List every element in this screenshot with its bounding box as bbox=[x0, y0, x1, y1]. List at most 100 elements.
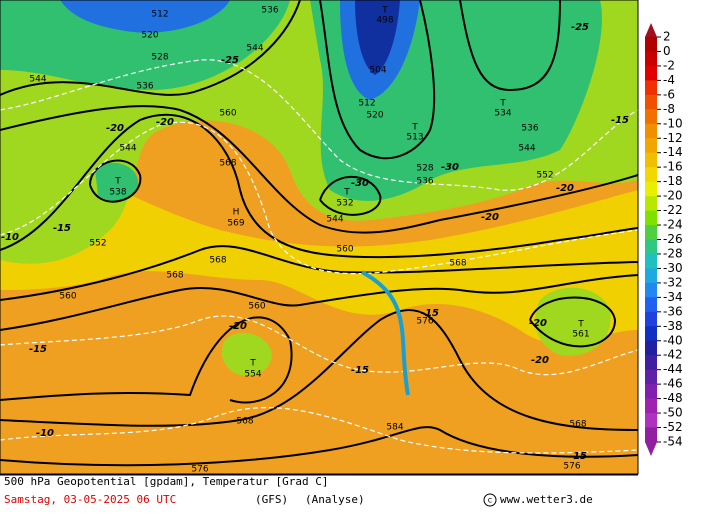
contour-label: 538 bbox=[109, 188, 126, 198]
temperature-label: -15 bbox=[29, 344, 47, 355]
field-teal bbox=[0, 0, 602, 201]
contour-label: 504 bbox=[369, 66, 386, 76]
contour-label: 544 bbox=[518, 144, 535, 154]
colorbar-segment bbox=[645, 384, 657, 400]
contour-label: 512 bbox=[358, 99, 375, 109]
contour-label: 520 bbox=[366, 111, 383, 121]
colorbar-label: -8 bbox=[663, 102, 675, 116]
pressure-center: T bbox=[577, 320, 584, 330]
temperature-label: -15 bbox=[351, 365, 369, 376]
map-frame bbox=[0, 0, 639, 475]
colorbar-label: -28 bbox=[663, 246, 683, 260]
colorbar-bottom-arrow bbox=[645, 442, 657, 456]
contour-label: 552 bbox=[536, 171, 553, 181]
contour-label: 544 bbox=[326, 215, 343, 225]
contour-label: 512 bbox=[151, 10, 168, 20]
colorbar: 20-2-4-6-8-10-12-14-16-18-20-22-24-26-28… bbox=[645, 23, 683, 456]
contour-label: 554 bbox=[244, 370, 261, 380]
colorbar-segment bbox=[645, 326, 657, 342]
temperature-label: -30 bbox=[441, 162, 459, 173]
geopotential-contours bbox=[0, 0, 639, 467]
field-teal-low bbox=[95, 162, 139, 202]
temperature-label: -20 bbox=[556, 183, 574, 194]
colorbar-segment bbox=[645, 268, 657, 284]
footer-site[interactable]: www.wetter3.de bbox=[500, 493, 593, 506]
colorbar-label: -12 bbox=[663, 131, 683, 145]
temperature-label: -20 bbox=[156, 117, 174, 128]
temperature-label: -15 bbox=[569, 451, 587, 462]
colorbar-segment bbox=[645, 427, 657, 443]
colorbar-segment bbox=[645, 210, 657, 226]
colorbar-segment bbox=[645, 253, 657, 269]
colorbar-segment bbox=[645, 109, 657, 125]
footer-date: Samstag, 03-05-2025 06 UTC bbox=[4, 493, 176, 506]
contour-label: 532 bbox=[336, 199, 353, 209]
contour-label: 560 bbox=[248, 302, 265, 312]
footer-model: (GFS) bbox=[255, 493, 288, 506]
field-green-low bbox=[221, 332, 272, 376]
colorbar-label: -10 bbox=[663, 116, 683, 130]
pressure-center: T bbox=[343, 188, 350, 198]
colorbar-label: -44 bbox=[663, 362, 683, 376]
temperature-label: -25 bbox=[221, 55, 239, 66]
contour-label: 569 bbox=[227, 219, 244, 229]
contour-label: 561 bbox=[572, 330, 589, 340]
map-field bbox=[0, 0, 638, 474]
colorbar-segment bbox=[645, 37, 657, 52]
colorbar-label: -42 bbox=[663, 348, 683, 362]
temperature-label: -20 bbox=[106, 123, 124, 134]
temperature-label: -20 bbox=[529, 318, 547, 329]
colorbar-segment bbox=[645, 239, 657, 255]
colorbar-label: -14 bbox=[663, 145, 683, 159]
colorbar-label: -38 bbox=[663, 319, 683, 333]
colorbar-label: -50 bbox=[663, 406, 683, 420]
contour-label: 536 bbox=[136, 82, 153, 92]
pressure-center: T bbox=[249, 359, 256, 369]
colorbar-label: -18 bbox=[663, 174, 683, 188]
contour-label: 528 bbox=[416, 164, 433, 174]
colorbar-label: -36 bbox=[663, 304, 683, 318]
colorbar-segment bbox=[645, 181, 657, 197]
contour-label: 520 bbox=[141, 31, 158, 41]
contour-label: 568 bbox=[569, 420, 586, 430]
contour-label: 552 bbox=[89, 239, 106, 249]
colorbar-segment bbox=[645, 167, 657, 183]
colorbar-segment bbox=[645, 65, 657, 81]
contour-label: 568 bbox=[449, 259, 466, 269]
colorbar-label: 2 bbox=[663, 30, 671, 44]
colorbar-top-arrow bbox=[645, 23, 657, 37]
temperature-label: -10 bbox=[36, 428, 54, 439]
colorbar-label: -48 bbox=[663, 391, 683, 405]
footer-title: 500 hPa Geopotential [gpdam], Temperatur… bbox=[4, 475, 329, 488]
contour-label: 584 bbox=[386, 423, 403, 433]
colorbar-segment bbox=[645, 80, 657, 96]
colorbar-segment bbox=[645, 355, 657, 371]
colorbar-label: -40 bbox=[663, 333, 683, 347]
pressure-center: T bbox=[114, 177, 121, 187]
contour-label: 498 bbox=[376, 16, 393, 26]
colorbar-label: -4 bbox=[663, 73, 675, 87]
colorbar-label: -46 bbox=[663, 377, 683, 391]
colorbar-label: -26 bbox=[663, 232, 683, 246]
colorbar-segment bbox=[645, 282, 657, 298]
contour-label: 576 bbox=[191, 465, 208, 475]
footer-run: (Analyse) bbox=[305, 493, 365, 506]
temperature-label: -30 bbox=[351, 178, 369, 189]
contour-label: 576 bbox=[416, 317, 433, 327]
contour-label: 576 bbox=[563, 462, 580, 472]
colorbar-segment bbox=[645, 51, 657, 67]
temperature-label: -20 bbox=[229, 321, 247, 332]
map-labels: 512520528536544536544560568H569544T53855… bbox=[1, 6, 629, 475]
contour-label: 568 bbox=[219, 159, 236, 169]
field-green-cell bbox=[535, 287, 611, 356]
isotherms bbox=[0, 59, 639, 454]
temperature-label: -20 bbox=[531, 355, 549, 366]
pressure-center: H bbox=[233, 208, 240, 218]
temperature-label: -15 bbox=[53, 223, 71, 234]
colorbar-segment bbox=[645, 340, 657, 356]
colorbar-segment bbox=[645, 94, 657, 110]
temperature-label: -15 bbox=[611, 115, 629, 126]
colorbar-label: -30 bbox=[663, 261, 683, 275]
